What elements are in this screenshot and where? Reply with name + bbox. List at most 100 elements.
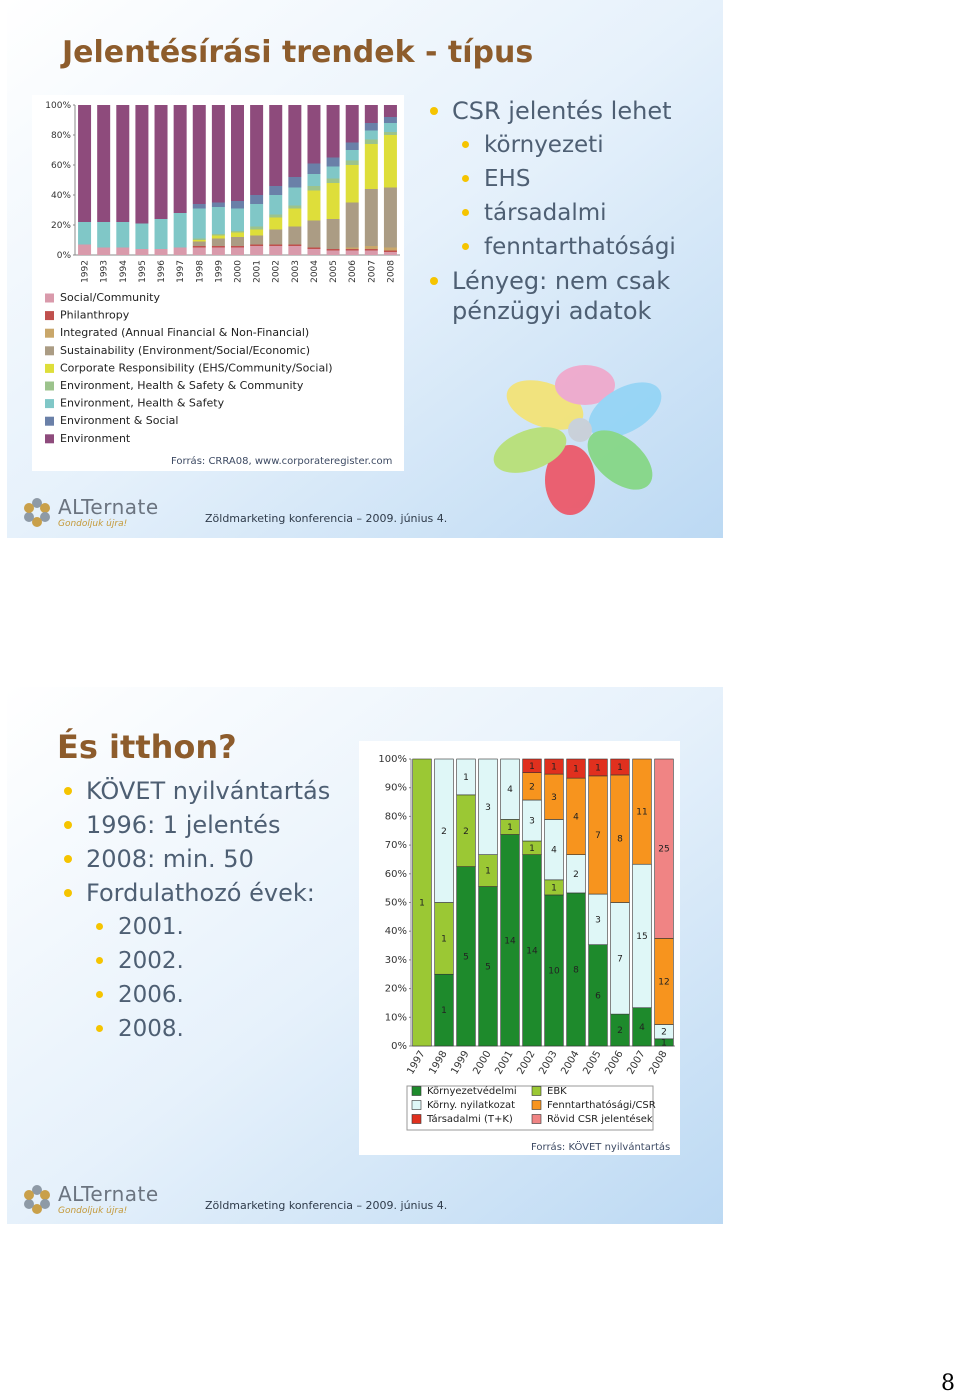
x-tick-label: 2000 [234, 260, 244, 283]
x-tick-label: 1992 [81, 260, 91, 283]
data-label: 4 [507, 785, 513, 795]
data-label: 2 [529, 782, 535, 792]
bar-segment [383, 123, 397, 132]
bar-segment [345, 150, 359, 161]
legend-frame [406, 1085, 654, 1131]
bar-segment [250, 204, 264, 227]
y-tick-label: 60% [385, 869, 407, 880]
data-label: 2 [463, 827, 469, 837]
bar-segment [364, 189, 378, 246]
y-tick-label: 30% [385, 955, 407, 966]
y-tick-label: 90% [385, 783, 407, 794]
legend-label: Social/Community [60, 291, 160, 304]
logo-petal [24, 503, 34, 513]
logo-petal [24, 512, 34, 522]
data-label: 6 [595, 991, 601, 1001]
bullet: Fordulathozó évek: [62, 878, 352, 908]
bar-segment [154, 105, 168, 219]
bar-segment [269, 246, 283, 255]
bar-segment [434, 758, 454, 903]
bar-segment [173, 105, 187, 213]
bullet-list: KÖVET nyilvántartás 1996: 1 jelentés 2008:… [62, 776, 352, 1048]
bar-segment [97, 222, 111, 248]
sub-bullet: 2001. [94, 912, 352, 942]
bullet: Lényeg: nem csak pénzügyi adatok [428, 266, 698, 326]
sub-bullet: társadalmi [460, 198, 698, 228]
x-tick-label: 1997 [176, 260, 186, 283]
legend-swatch [531, 1114, 542, 1124]
data-label: 1 [419, 899, 425, 909]
bar-segment [78, 244, 92, 255]
bar-segment [231, 208, 244, 231]
bar-segment [326, 166, 340, 179]
bullet: 1996: 1 jelentés [62, 810, 352, 840]
data-label: 1 [485, 867, 491, 877]
data-label: 3 [595, 915, 601, 925]
bar-segment [211, 105, 225, 203]
bar-segment [364, 144, 378, 189]
bar-segment [588, 758, 608, 777]
data-label: 1 [573, 765, 579, 775]
bar-segment [211, 247, 225, 255]
bar-segment [364, 246, 378, 249]
x-tick-label: 1998 [195, 260, 205, 283]
y-tick-label: 20% [51, 221, 71, 231]
logo-petal [24, 1199, 34, 1209]
bar-segment [250, 244, 264, 246]
legend-swatch [45, 416, 54, 426]
bar-segment [97, 105, 111, 222]
logo [24, 498, 50, 527]
data-label: 1 [551, 883, 557, 893]
bar-segment [135, 105, 149, 224]
bar-segment [364, 139, 378, 144]
logo-petal [32, 498, 42, 508]
bar-segment [326, 157, 340, 167]
bar-segment [116, 222, 130, 248]
chart-source: Forrás: KÖVET nyilvántartás [531, 1140, 670, 1153]
logo-tagline: Gondoljuk újra! [58, 519, 127, 529]
bar-segment [345, 142, 359, 150]
legend-swatch [45, 293, 54, 303]
data-label: 5 [463, 952, 469, 962]
bar-segment [632, 758, 652, 865]
bar-segment [383, 252, 397, 255]
data-label: 3 [485, 803, 491, 813]
bar-segment [269, 217, 283, 230]
data-label: 25 [658, 845, 669, 855]
bar-segment [269, 186, 283, 195]
legend-label: Environment, Health & Safety [60, 397, 225, 410]
x-tick-label: 1994 [119, 260, 129, 283]
legend-label: Environment, Health & Safety & Community [60, 379, 304, 392]
bar-segment [288, 187, 302, 206]
y-tick-label: 0% [391, 1041, 407, 1052]
footer-event: Zöldmarketing konferencia – 2009. június… [205, 512, 447, 525]
bar-segment [250, 246, 264, 255]
bar-segment [288, 205, 302, 209]
data-label: 15 [636, 932, 647, 942]
logo-petal [40, 503, 50, 513]
data-label: 8 [573, 965, 579, 975]
bar-segment [269, 229, 283, 245]
data-label: 4 [551, 846, 557, 856]
bar-segment [307, 249, 321, 255]
bar-segment [383, 117, 397, 123]
sub-bullet: fenntarthatósági [460, 232, 698, 262]
bar-segment [173, 213, 187, 248]
legend-label: Környezetvédelmi [427, 1085, 517, 1097]
bar-segment [250, 195, 264, 204]
bar-segment [383, 247, 397, 251]
slide-title: Jelentésírási trendek - típus [60, 35, 533, 70]
sub-bullet: 2008. [94, 1014, 352, 1044]
data-label: 3 [551, 793, 557, 803]
bar-segment [78, 222, 92, 245]
data-label: 10 [548, 966, 560, 976]
x-tick-label: 2005 [329, 260, 339, 283]
bar-segment [326, 250, 340, 255]
logo-text: ALTernate [58, 1182, 159, 1206]
data-label: 1 [617, 763, 623, 773]
data-label: 7 [595, 831, 601, 841]
logo-petal [32, 1204, 42, 1214]
bar-segment [456, 758, 476, 796]
footer-event: Zöldmarketing konferencia – 2009. június… [205, 1199, 447, 1212]
